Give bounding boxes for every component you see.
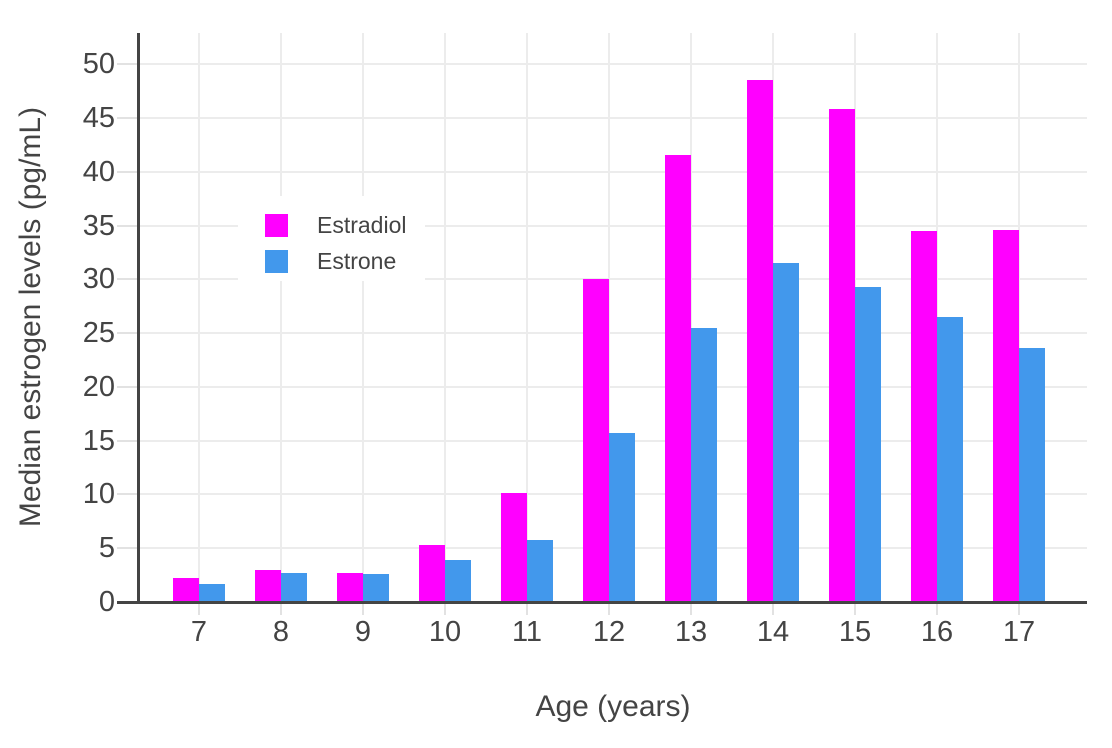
horizontal-gridline [139,385,1087,388]
vertical-gridline [608,33,610,602]
bar-estrone-age-12[interactable] [609,433,635,602]
vertical-gridline [690,33,692,602]
y-tick-mark [117,547,137,550]
bar-estradiol-age-15[interactable] [829,109,855,602]
y-tick-label-5: 5 [98,532,115,565]
bar-estradiol-age-16[interactable] [911,230,937,602]
y-axis-line [137,33,140,604]
bar-estradiol-age-14[interactable] [747,80,773,602]
horizontal-gridline [139,332,1087,335]
y-tick-label-35: 35 [82,209,115,242]
bar-estrone-age-9[interactable] [363,574,389,602]
x-tick-label-10: 10 [428,616,462,648]
legend-swatch-estradiol [265,214,288,237]
y-tick-label-30: 30 [82,263,115,296]
vertical-gridline [1018,33,1020,602]
y-tick-mark [117,332,137,335]
legend-label: Estradiol [317,212,407,238]
y-tick-mark [117,278,137,281]
x-tick-mark [690,604,692,615]
x-tick-mark [198,604,200,615]
y-tick-label-50: 50 [82,48,115,81]
y-tick-mark [117,63,137,66]
bar-estradiol-age-7[interactable] [173,578,199,602]
horizontal-gridline [139,224,1087,227]
bar-estradiol-age-13[interactable] [665,154,691,602]
y-tick-label-45: 45 [82,101,115,134]
y-tick-label-15: 15 [82,424,115,457]
x-tick-label-17: 17 [1002,616,1036,648]
bar-estrone-age-13[interactable] [691,327,717,602]
x-tick-label-8: 8 [272,616,290,648]
horizontal-gridline [139,278,1087,281]
legend-item-estradiol[interactable]: Estradiol [265,214,425,237]
x-tick-label-12: 12 [592,616,626,648]
x-tick-label-11: 11 [511,616,543,648]
bar-estrone-age-16[interactable] [937,316,963,602]
horizontal-gridline [139,170,1087,173]
vertical-gridline [198,33,200,602]
x-tick-mark [936,604,938,615]
y-tick-mark [117,170,137,173]
bar-estrone-age-10[interactable] [445,560,471,602]
horizontal-gridline [139,63,1087,66]
x-axis-line [117,601,1087,604]
legend-label: Estrone [317,248,397,274]
vertical-gridline [444,33,446,602]
y-tick-mark [117,439,137,442]
y-tick-mark [117,224,137,227]
x-tick-label-9: 9 [354,616,372,648]
plot-area [139,33,1087,602]
y-tick-label-0: 0 [98,586,115,618]
x-tick-label-13: 13 [674,616,708,648]
bar-estradiol-age-8[interactable] [255,569,281,602]
legend-swatch-estrone [265,250,288,273]
y-tick-label-25: 25 [82,317,115,350]
vertical-gridline [280,33,282,602]
vertical-gridline [526,33,528,602]
x-tick-label-14: 14 [756,616,790,648]
bar-estradiol-age-12[interactable] [583,279,609,602]
bar-estrone-age-14[interactable] [773,263,799,602]
x-tick-mark [854,604,856,615]
x-tick-mark [444,604,446,615]
x-tick-mark [526,604,528,615]
bar-estrone-age-8[interactable] [281,572,307,602]
bar-estradiol-age-17[interactable] [993,229,1019,602]
bar-estradiol-age-11[interactable] [501,493,527,602]
bar-estrone-age-15[interactable] [855,286,881,602]
x-tick-label-7: 7 [190,616,208,648]
x-tick-label-15: 15 [838,616,872,648]
y-tick-mark [117,385,137,388]
y-tick-mark [117,116,137,119]
x-tick-mark [362,604,364,615]
legend-item-estrone[interactable]: Estrone [265,250,425,273]
x-tick-mark [772,604,774,615]
legend: Estradiol Estrone [238,196,425,281]
y-tick-label-10: 10 [82,478,115,511]
bar-estrone-age-7[interactable] [199,583,225,602]
y-tick-label-20: 20 [82,370,115,403]
x-tick-mark [280,604,282,615]
horizontal-gridline [139,116,1087,119]
x-tick-mark [608,604,610,615]
bar-estrone-age-17[interactable] [1019,348,1045,602]
vertical-gridline [362,33,364,602]
bar-estradiol-age-10[interactable] [419,544,445,602]
bar-estradiol-age-9[interactable] [337,572,363,602]
x-axis-title: Age (years) [535,690,691,723]
y-tick-mark [117,493,137,496]
x-tick-label-16: 16 [920,616,954,648]
x-tick-mark [1018,604,1020,615]
bar-estrone-age-11[interactable] [527,539,553,602]
y-tick-label-40: 40 [82,155,115,188]
